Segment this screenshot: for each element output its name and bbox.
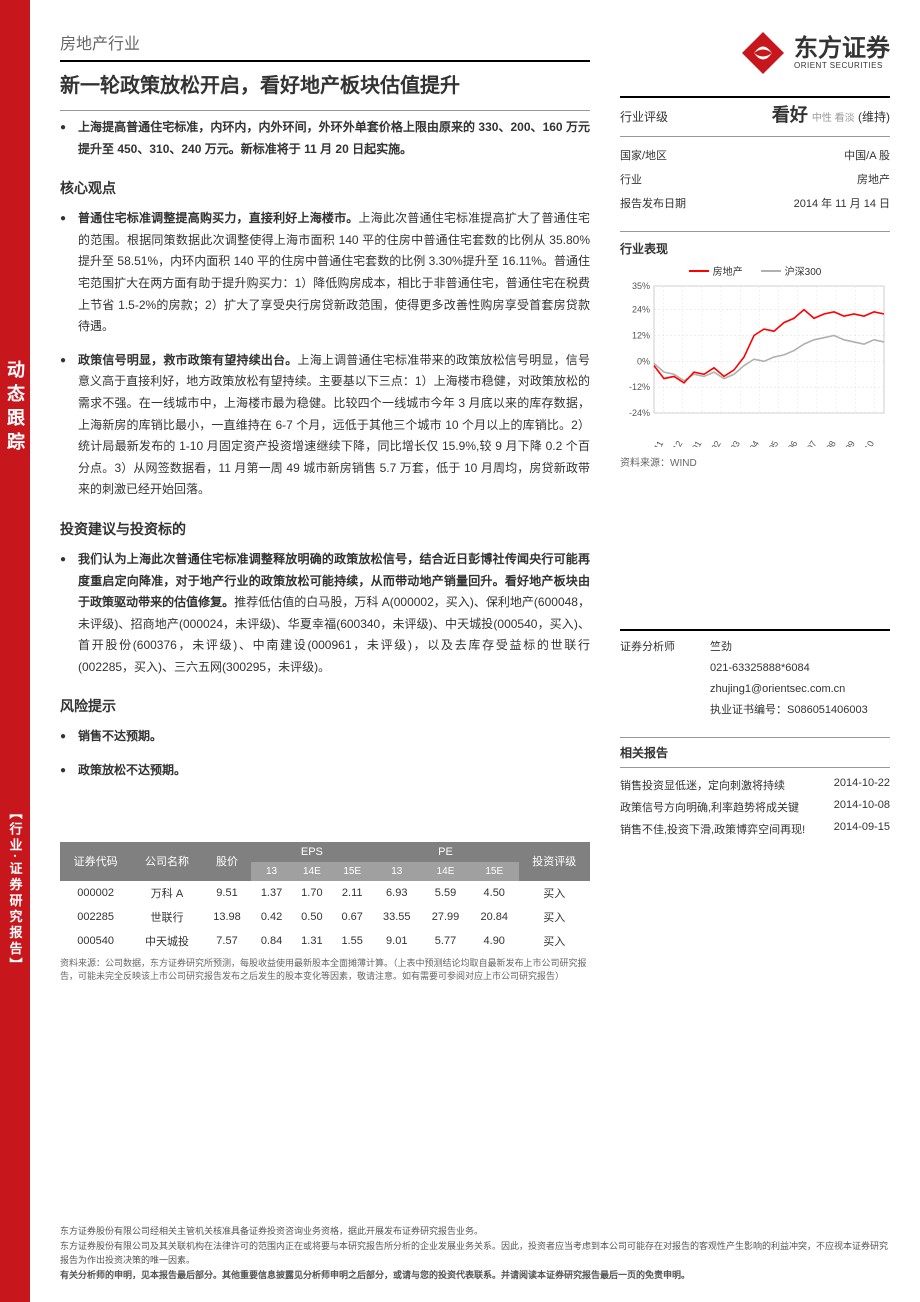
risk-heading: 风险提示 <box>60 696 590 716</box>
report-title: 新一轮政策放松开启，看好地产板块估值提升 <box>60 72 590 100</box>
chart-legend: 房地产 沪深300 <box>620 263 890 278</box>
divider <box>60 110 590 111</box>
summary-bullet: 上海提高普通住宅标准，内环内，内外环间，外环外单套价格上限由原来的 330、20… <box>60 117 590 160</box>
table-row: 002285世联行13.980.420.500.6733.5527.9920.8… <box>60 905 590 929</box>
meta-row: 行业房地产 <box>620 167 890 191</box>
th-price: 股价 <box>203 842 252 881</box>
meta-row: 报告发布日期2014 年 11 月 14 日 <box>620 191 890 215</box>
risk-list: 销售不达预期。 政策放松不达预期。 <box>60 726 590 781</box>
svg-text:24%: 24% <box>632 305 650 315</box>
footer-disclaimer: 东方证券股份有限公司经相关主管机关核准具备证券投资咨询业务资格，据此开展发布证券… <box>60 1224 890 1282</box>
core-heading: 核心观点 <box>60 178 590 198</box>
invest-heading: 投资建议与投资标的 <box>60 519 590 539</box>
meta-row: 国家/地区中国/A 股 <box>620 143 890 167</box>
sidebar-label-1: 动态跟踪 <box>2 360 28 456</box>
side-column: 东方证券 ORIENT SECURITIES 行业评级 看好中性 看淡 (维持)… <box>620 30 890 1282</box>
main-column: 房地产行业 新一轮政策放松开启，看好地产板块估值提升 上海提高普通住宅标准，内环… <box>60 30 590 1282</box>
invest-list: 我们认为上海此次普通住宅标准调整释放明确的政策放松信号，结合近日彭博社传闻央行可… <box>60 549 590 679</box>
legend-swatch <box>689 270 709 272</box>
svg-text:35%: 35% <box>632 282 650 291</box>
divider <box>60 60 590 62</box>
svg-text:14/10: 14/10 <box>856 439 876 447</box>
sidebar-label-2: 【行业·证券研究报告】 <box>6 806 25 973</box>
svg-text:14/08: 14/08 <box>818 439 838 447</box>
core-item: 普通住宅标准调整提高购买力，直接利好上海楼市。上海此次普通住宅标准提高扩大了普通… <box>60 208 590 338</box>
rating-row: 行业评级 看好中性 看淡 (维持) <box>620 96 890 130</box>
svg-text:14/02: 14/02 <box>703 439 723 447</box>
stock-table: 证券代码 公司名称 股价 EPS PE 投资评级 13 14E 15E 13 1… <box>60 842 590 953</box>
chart-title: 行业表现 <box>620 231 890 257</box>
core-list: 普通住宅标准调整提高购买力，直接利好上海楼市。上海此次普通住宅标准提高扩大了普通… <box>60 208 590 501</box>
risk-item: 政策放松不达预期。 <box>60 760 590 782</box>
logo: 东方证券 ORIENT SECURITIES <box>620 30 890 76</box>
risk-item: 销售不达预期。 <box>60 726 590 748</box>
analyst-box: 证券分析师竺劲 021-63325888*6084 zhujing1@orien… <box>620 629 890 721</box>
related-row: 政策信号方向明确,利率趋势将成关键2014-10-08 <box>620 796 890 818</box>
svg-text:-24%: -24% <box>629 408 650 418</box>
th-name: 公司名称 <box>131 842 202 881</box>
industry-label: 房地产行业 <box>60 30 590 54</box>
svg-text:12%: 12% <box>632 331 650 341</box>
svg-text:14/03: 14/03 <box>722 439 742 447</box>
related-row: 销售投资显低迷，定向刺激将持续2014-10-22 <box>620 774 890 796</box>
related-heading: 相关报告 <box>620 737 890 761</box>
logo-en: ORIENT SECURITIES <box>794 61 890 70</box>
table-row: 000002万科 A9.511.371.702.116.935.594.50买入 <box>60 881 590 905</box>
svg-text:14/07: 14/07 <box>799 439 819 447</box>
table-note: 资料来源：公司数据，东方证券研究所预测，每股收益使用最新股本全面摊薄计算。（上表… <box>60 957 590 984</box>
svg-text:14/04: 14/04 <box>741 439 761 447</box>
th-pe: PE <box>372 842 518 862</box>
svg-text:14/05: 14/05 <box>760 439 780 447</box>
svg-text:-12%: -12% <box>629 382 650 392</box>
svg-text:14/01: 14/01 <box>684 439 704 447</box>
svg-text:13/12: 13/12 <box>665 439 685 447</box>
svg-text:13/11: 13/11 <box>646 439 666 447</box>
table-row: 000540中天城投7.570.841.311.559.015.774.90买入 <box>60 929 590 953</box>
sidebar-red: 动态跟踪 【行业·证券研究报告】 <box>0 0 30 1302</box>
th-rating: 投资评级 <box>519 842 590 881</box>
th-eps: EPS <box>251 842 372 862</box>
logo-cn: 东方证券 <box>794 37 890 61</box>
th-code: 证券代码 <box>60 842 131 881</box>
core-item: 政策信号明显，救市政策有望持续出台。上海上调普通住宅标准带来的政策放松信号明显，… <box>60 350 590 501</box>
svg-text:14/06: 14/06 <box>780 439 800 447</box>
orient-logo-icon <box>740 30 786 76</box>
related-row: 销售不佳,投资下滑,政策博弈空间再现!2014-09-15 <box>620 818 890 840</box>
svg-text:0%: 0% <box>637 356 650 366</box>
performance-chart: 35%24%12%0%-12%-24%13/1113/1214/0114/021… <box>620 282 890 447</box>
svg-text:14/09: 14/09 <box>837 439 857 447</box>
legend-swatch <box>761 270 781 272</box>
chart-source: 资料来源：WIND <box>620 454 890 469</box>
invest-item: 我们认为上海此次普通住宅标准调整释放明确的政策放松信号，结合近日彭博社传闻央行可… <box>60 549 590 679</box>
